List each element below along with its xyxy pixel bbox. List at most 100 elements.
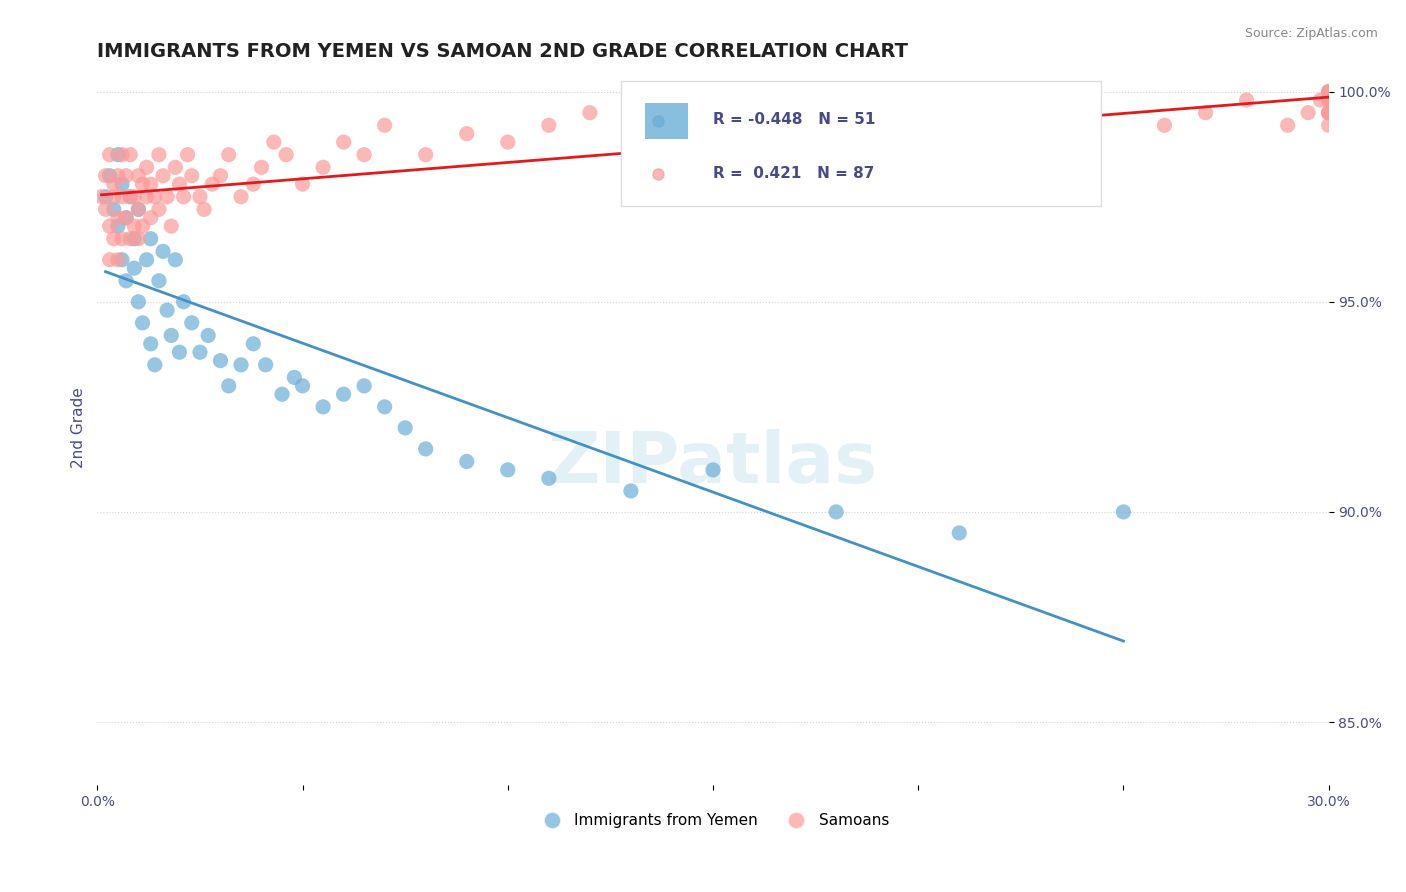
Point <box>702 105 724 120</box>
Point <box>120 147 142 161</box>
Point <box>160 219 183 234</box>
Point <box>209 169 232 183</box>
Point <box>120 190 142 204</box>
Point <box>131 316 153 330</box>
Point <box>103 177 125 191</box>
Point <box>135 161 157 175</box>
Point <box>825 147 848 161</box>
Point <box>1317 93 1340 107</box>
Point <box>124 261 146 276</box>
Point <box>332 135 354 149</box>
Point <box>139 336 162 351</box>
FancyBboxPatch shape <box>645 103 689 138</box>
Point <box>107 252 129 267</box>
Point <box>94 190 117 204</box>
Point <box>127 294 149 309</box>
Point <box>1277 118 1299 132</box>
Point <box>115 211 138 225</box>
Point <box>1309 93 1331 107</box>
Point <box>188 345 211 359</box>
Point <box>1317 93 1340 107</box>
Y-axis label: 2nd Grade: 2nd Grade <box>72 387 86 468</box>
Point <box>180 169 202 183</box>
Point <box>537 471 560 485</box>
Point <box>374 118 396 132</box>
Point <box>312 161 335 175</box>
Point <box>1317 105 1340 120</box>
Point <box>1317 105 1340 120</box>
Point <box>209 353 232 368</box>
Point <box>496 463 519 477</box>
Point <box>242 336 264 351</box>
Point <box>90 190 112 204</box>
Point <box>948 525 970 540</box>
Point <box>124 219 146 234</box>
Point <box>907 118 929 132</box>
Point <box>620 483 643 498</box>
Point <box>139 211 162 225</box>
Point <box>94 169 117 183</box>
Point <box>825 505 848 519</box>
Point <box>173 294 195 309</box>
Point <box>124 232 146 246</box>
Point <box>1317 85 1340 99</box>
Point <box>1317 105 1340 120</box>
Point <box>103 202 125 217</box>
Point <box>169 177 191 191</box>
Point <box>1112 505 1135 519</box>
Point <box>1317 85 1340 99</box>
Point <box>131 177 153 191</box>
Point <box>229 190 252 204</box>
Point <box>135 190 157 204</box>
Point <box>702 463 724 477</box>
Point <box>1236 93 1258 107</box>
Point <box>127 232 149 246</box>
Point <box>291 177 314 191</box>
Point <box>156 303 179 318</box>
Point <box>120 190 142 204</box>
Point <box>127 169 149 183</box>
Point <box>111 252 134 267</box>
Point <box>1071 93 1094 107</box>
Point <box>107 211 129 225</box>
Point <box>173 190 195 204</box>
Point <box>229 358 252 372</box>
Point <box>537 118 560 132</box>
Legend: Immigrants from Yemen, Samoans: Immigrants from Yemen, Samoans <box>530 807 896 835</box>
Point <box>165 252 187 267</box>
Point <box>271 387 294 401</box>
Point <box>193 202 215 217</box>
Point <box>1194 105 1216 120</box>
Point <box>988 105 1011 120</box>
Point <box>353 147 375 161</box>
Point <box>111 147 134 161</box>
Point <box>107 219 129 234</box>
Point <box>107 169 129 183</box>
Point <box>201 177 224 191</box>
Point <box>661 127 683 141</box>
Point <box>1296 105 1319 120</box>
Point <box>103 190 125 204</box>
Point <box>415 442 437 456</box>
Point <box>120 232 142 246</box>
Point <box>276 147 298 161</box>
Point <box>139 232 162 246</box>
Point <box>332 387 354 401</box>
Point <box>127 202 149 217</box>
Point <box>148 202 170 217</box>
Point <box>763 118 786 132</box>
Point <box>115 274 138 288</box>
Point <box>160 328 183 343</box>
Point <box>197 328 219 343</box>
Point <box>148 274 170 288</box>
Point <box>98 147 121 161</box>
Point <box>1153 118 1175 132</box>
Text: Source: ZipAtlas.com: Source: ZipAtlas.com <box>1244 27 1378 40</box>
Point <box>176 147 198 161</box>
Point <box>283 370 305 384</box>
Point <box>1317 93 1340 107</box>
Point <box>115 169 138 183</box>
Point <box>143 190 166 204</box>
Point <box>115 211 138 225</box>
Point <box>1317 118 1340 132</box>
